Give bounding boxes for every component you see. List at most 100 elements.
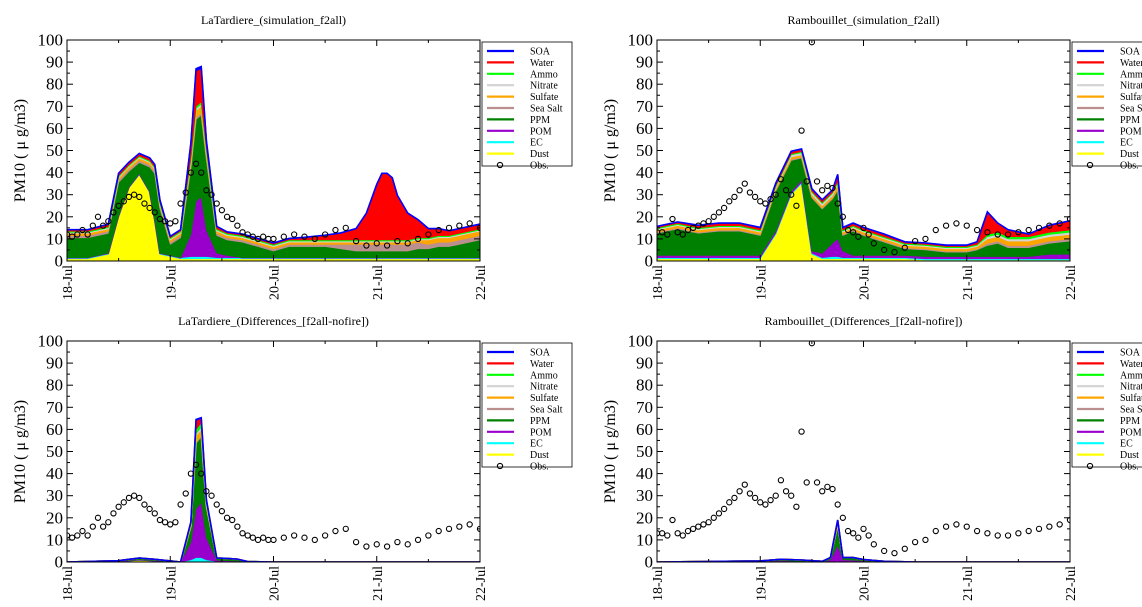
obs-point <box>664 532 671 539</box>
obs-point <box>767 496 774 504</box>
obs-point <box>751 494 759 502</box>
y-tick-label: 0 <box>645 252 654 271</box>
obs-point <box>151 209 158 216</box>
obs-point <box>414 235 422 243</box>
legend-marker <box>496 462 504 470</box>
obs-point <box>151 510 158 517</box>
obs-point <box>911 237 919 245</box>
obs-point <box>84 532 91 539</box>
obs-point <box>834 200 841 207</box>
y-tick-label: 90 <box>636 53 653 72</box>
obs-point <box>244 532 251 539</box>
obs-point <box>74 532 81 539</box>
obs-point <box>813 479 821 486</box>
obs-point <box>679 532 686 539</box>
obs-point <box>260 233 267 240</box>
chart-panel-2: 0 10 20 30 40 50 60 70 80 90 100 18-Jul 19-Jul 20-Jul… <box>602 13 1142 300</box>
y-tick-label: 80 <box>46 376 63 395</box>
obs-point <box>659 229 666 236</box>
legend-label: SOA <box>530 348 551 359</box>
obs-point <box>445 525 453 532</box>
legend-label: EC <box>1120 439 1133 450</box>
y-axis-label: PM10 ( μ g/m3) <box>602 400 619 503</box>
obs-point <box>736 488 743 495</box>
obs-point <box>741 180 748 187</box>
obs-point <box>136 193 143 201</box>
obs-point <box>332 226 339 234</box>
obs-point <box>1035 525 1043 532</box>
obs-point <box>819 187 826 194</box>
legend-label: Sea Salt <box>1120 104 1142 115</box>
obs-point <box>187 169 195 176</box>
legend-label: Water <box>1120 359 1142 370</box>
obs-point <box>383 242 391 249</box>
area-soa <box>67 417 480 562</box>
obs-point <box>850 530 857 537</box>
obs-point <box>710 213 717 220</box>
obs-point <box>772 191 779 198</box>
obs-point <box>254 536 262 544</box>
y-tick-label: 50 <box>636 141 653 160</box>
obs-point <box>192 160 200 167</box>
legend-marker <box>1086 161 1094 169</box>
legend-label: Sea Salt <box>530 405 563 416</box>
obs-point <box>782 187 790 194</box>
obs-point <box>963 523 970 530</box>
obs-point <box>435 527 442 535</box>
obs-point <box>203 187 210 194</box>
obs-point <box>726 198 733 205</box>
area-water <box>67 417 480 562</box>
obs-point <box>664 231 671 238</box>
obs-point <box>203 488 210 495</box>
obs-point <box>280 233 287 240</box>
obs-point <box>865 532 872 539</box>
area-sea-salt <box>67 435 480 562</box>
x-tick-label: 19-Jul <box>164 566 179 601</box>
y-tick-label: 70 <box>636 97 653 116</box>
obs-point <box>342 525 349 532</box>
obs-point <box>813 178 821 185</box>
obs-point <box>705 218 712 225</box>
x-tick-label: 22-Jul <box>474 566 489 601</box>
y-tick-label: 90 <box>46 354 63 373</box>
legend-label: EC <box>530 439 543 450</box>
obs-point <box>731 193 738 201</box>
obs-point <box>177 501 184 508</box>
obs-point <box>218 207 226 214</box>
obs-point <box>850 229 857 236</box>
obs-point <box>746 189 754 196</box>
obs-point <box>891 550 898 557</box>
legend-label: Nitrate <box>530 382 558 393</box>
obs-point <box>172 218 179 225</box>
obs-point <box>751 193 759 201</box>
obs-point <box>466 521 473 528</box>
obs-point <box>110 510 117 517</box>
obs-point <box>373 541 380 548</box>
obs-point <box>762 501 769 508</box>
obs-point <box>808 40 816 46</box>
legend-label: Obs. <box>1120 161 1139 172</box>
chart-title: Rambouillet_(simulation_f2all) <box>788 13 940 27</box>
plot-area <box>67 416 480 562</box>
obs-point <box>839 514 846 521</box>
x-tick-label: 19-Jul <box>754 265 769 300</box>
obs-point <box>89 222 96 229</box>
obs-point <box>695 523 702 530</box>
obs-point <box>669 215 676 223</box>
y-tick-label: 0 <box>645 553 654 572</box>
obs-point <box>803 178 810 185</box>
obs-point <box>953 220 960 227</box>
legend-label: Ammo <box>530 69 558 80</box>
obs-point <box>1046 523 1053 530</box>
chart-title: LaTardiere_(simulation_f2all) <box>201 13 346 27</box>
obs-point <box>363 543 370 550</box>
legend-label: PPM <box>1120 115 1140 126</box>
y-tick-label: 20 <box>636 508 653 527</box>
obs-point <box>824 182 831 190</box>
legend-label: SOA <box>1120 47 1141 58</box>
obs-point <box>881 547 888 555</box>
obs-point <box>839 213 846 220</box>
y-tick-label: 100 <box>628 332 654 351</box>
legend-label: Nitrate <box>1120 81 1142 92</box>
